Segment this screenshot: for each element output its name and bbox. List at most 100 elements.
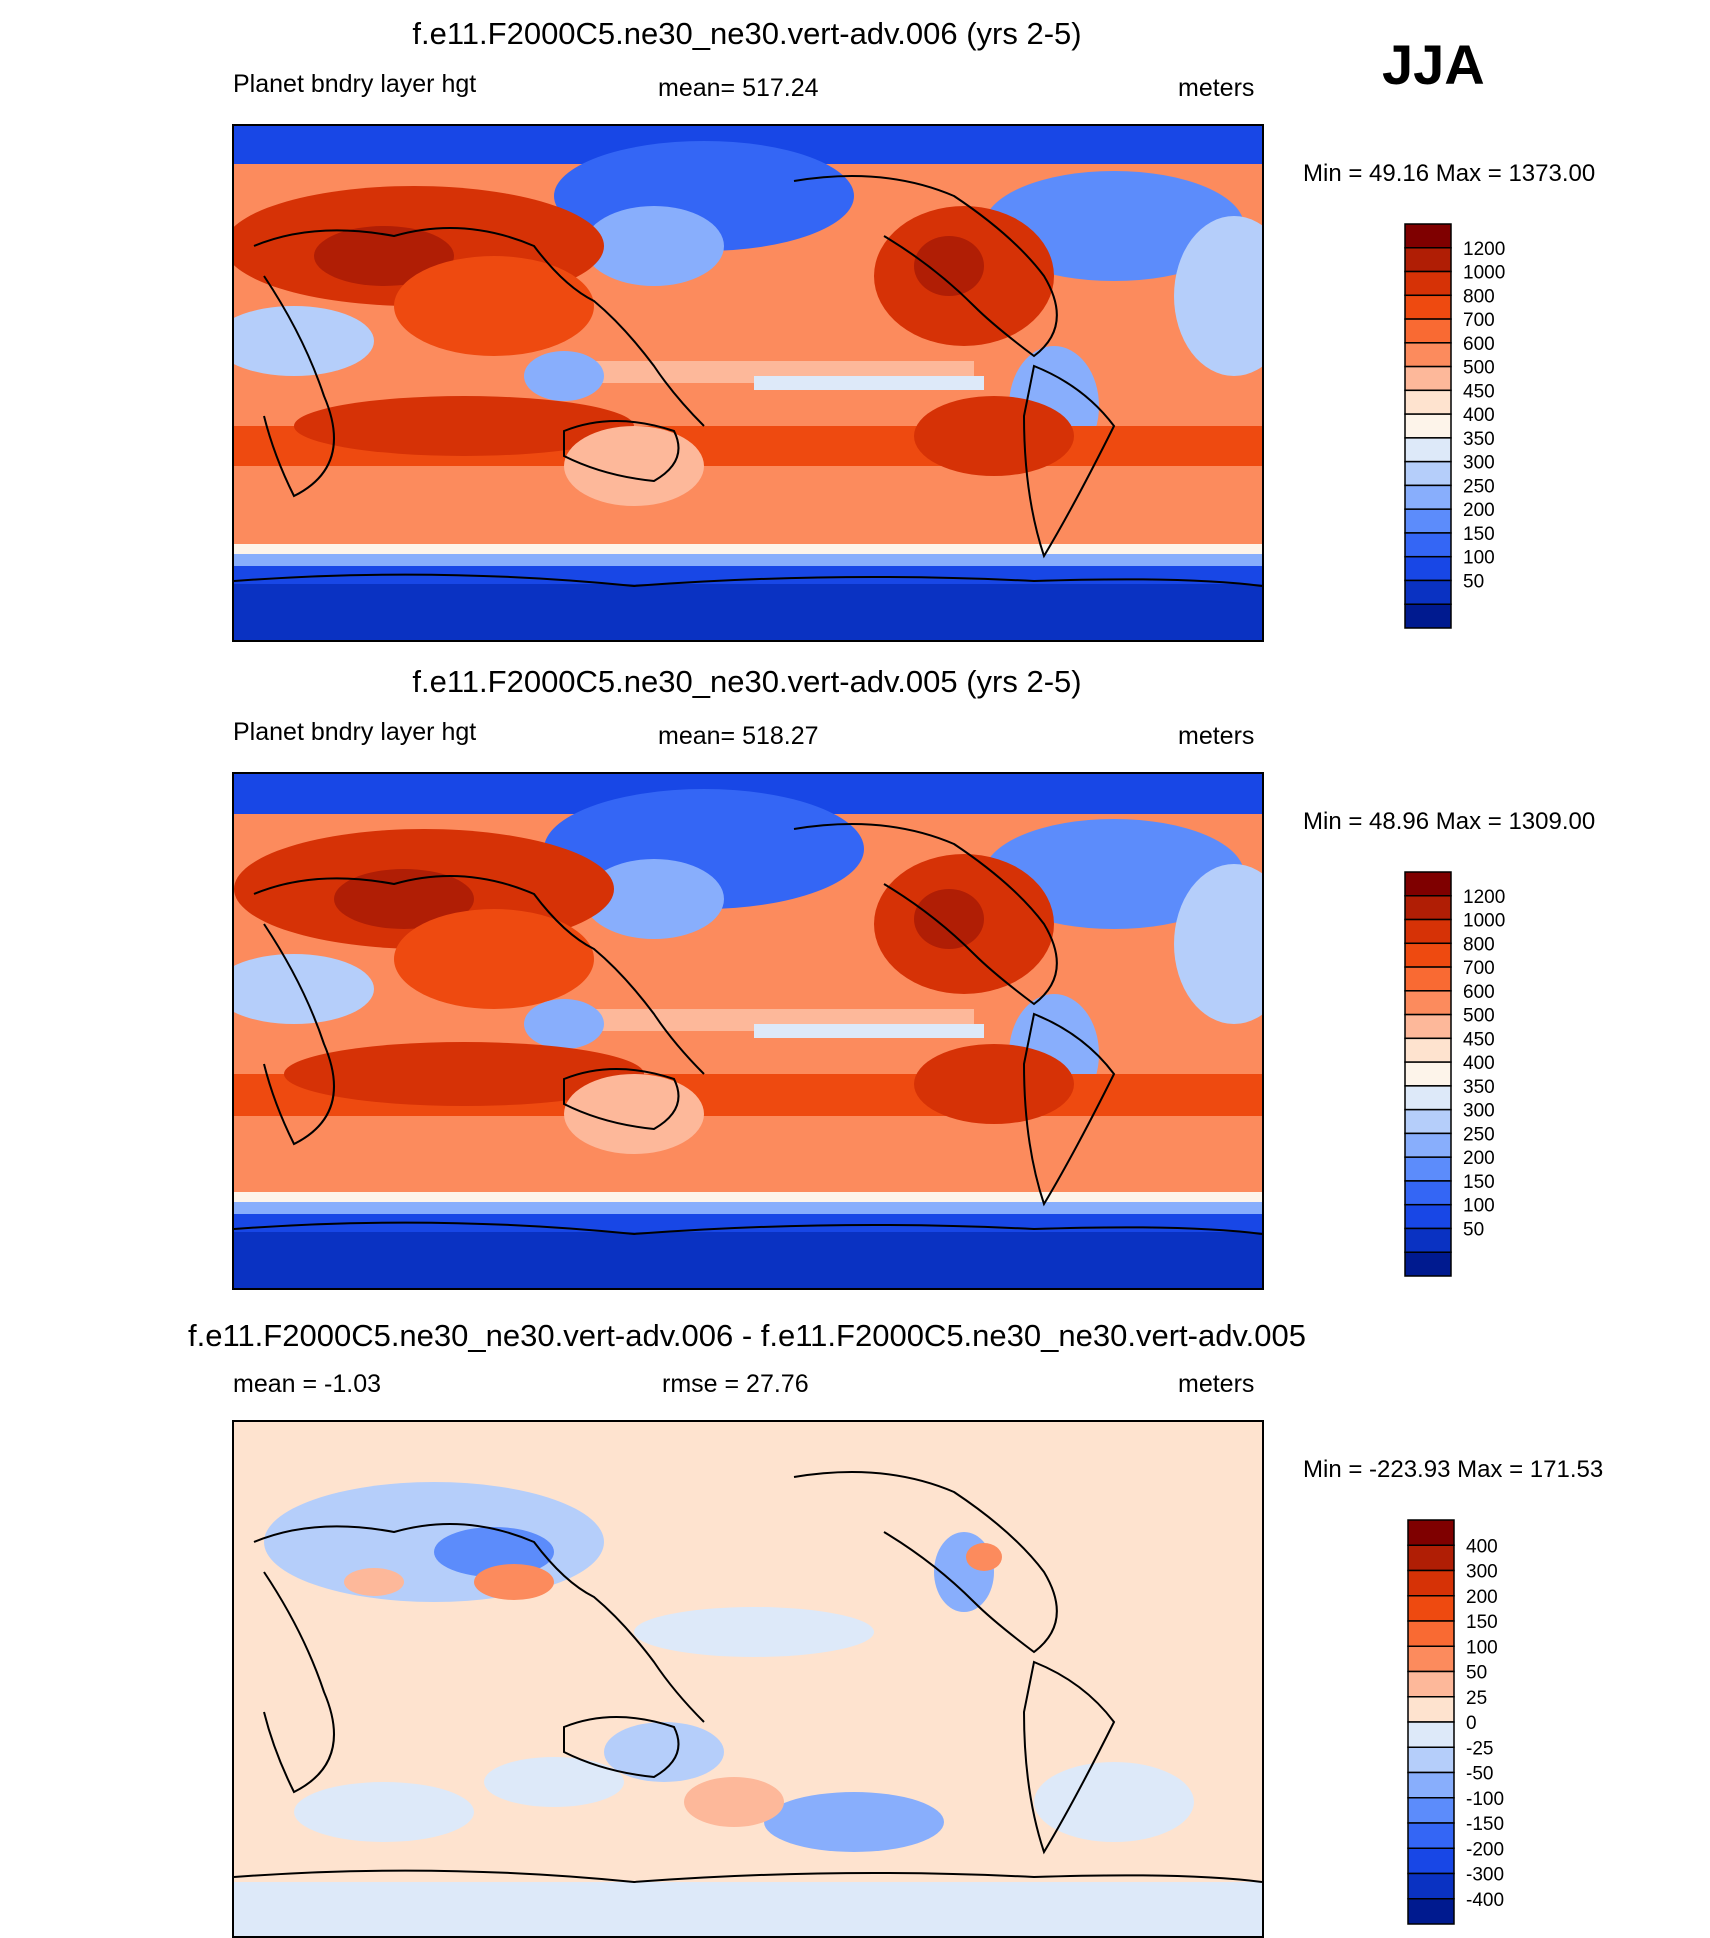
- colorbar-swatch: [1407, 1721, 1455, 1748]
- colorbar-tick-label: 300: [1463, 1101, 1495, 1122]
- colorbar-swatch: [1404, 365, 1452, 392]
- colorbar-tick-label: 700: [1463, 958, 1495, 979]
- colorbar-swatch: [1407, 1822, 1455, 1849]
- colorbar-swatch: [1404, 247, 1452, 273]
- colorbar-swatch: [1407, 1746, 1455, 1774]
- panel2-minmax: Min = 48.96 Max = 1309.00: [1303, 808, 1596, 835]
- colorbar-tick-label: 1000: [1463, 911, 1505, 932]
- colorbar-tick-label: -100: [1466, 1789, 1504, 1810]
- colorbar-tick-label: 1200: [1463, 239, 1505, 260]
- colorbar-tick-label: 150: [1463, 1172, 1495, 1193]
- colorbar-swatch: [1404, 508, 1452, 534]
- colorbar-tick-label: -25: [1466, 1738, 1493, 1759]
- colorbar-tick-label: 350: [1463, 429, 1495, 450]
- colorbar-tick-label: 150: [1463, 524, 1495, 545]
- colorbar-tick-label: 250: [1463, 476, 1495, 497]
- colorbar-swatch: [1404, 484, 1452, 510]
- colorbar-tick-label: 300: [1466, 1562, 1498, 1583]
- panel1-mean-label: mean= 517.24: [658, 74, 819, 102]
- colorbar-tick-label: 800: [1463, 934, 1495, 955]
- panel1-map-field: [234, 126, 1262, 640]
- colorbar-swatch: [1404, 1013, 1452, 1040]
- colorbar-swatch: [1404, 413, 1452, 439]
- colorbar-swatch: [1407, 1872, 1455, 1900]
- panel2-map-field: [234, 774, 1262, 1288]
- colorbar-swatch: [1404, 966, 1452, 992]
- colorbar-tick-label: 1200: [1463, 887, 1505, 908]
- panel2-units-label: meters: [1178, 722, 1255, 750]
- colorbar-swatch: [1404, 1132, 1452, 1158]
- colorbar-swatch: [1407, 1797, 1455, 1824]
- colorbar-swatch: [1404, 1251, 1452, 1277]
- panel2-colorbar-svg: 1200100080070060050045040035030025020015…: [1404, 871, 1505, 1277]
- panel2-variable-label: Planet bndry layer hgt: [233, 718, 477, 746]
- colorbar-tick-label: 450: [1463, 381, 1495, 402]
- colorbar-tick-label: 200: [1463, 1148, 1495, 1169]
- colorbar-tick-label: -150: [1466, 1814, 1504, 1835]
- colorbar-tick-label: -300: [1466, 1865, 1504, 1886]
- colorbar-tick-label: 50: [1466, 1663, 1487, 1684]
- colorbar-swatch: [1404, 437, 1452, 463]
- colorbar-swatch: [1407, 1696, 1455, 1723]
- colorbar-tick-label: 400: [1463, 1053, 1495, 1074]
- colorbar-swatch: [1404, 895, 1452, 921]
- colorbar-tick-label: 250: [1463, 1124, 1495, 1145]
- colorbar-swatch: [1404, 579, 1452, 605]
- colorbar-swatch: [1404, 1156, 1452, 1182]
- colorbar-tick-label: 100: [1463, 1196, 1495, 1217]
- panel3-colorbar-svg: 400 300 200 150 100 50 25 0 -25 -50 -100 -150 -200 -3…: [1407, 1519, 1504, 1925]
- colorbar-tick-label: 150: [1466, 1612, 1498, 1633]
- colorbar-swatch: [1404, 942, 1452, 968]
- panel3-map-field: [234, 1422, 1262, 1936]
- colorbar-tick-label: 400: [1463, 405, 1495, 426]
- colorbar-swatch: [1407, 1898, 1455, 1925]
- colorbar-swatch: [1407, 1771, 1455, 1799]
- colorbar-tick-label: 500: [1463, 1006, 1495, 1027]
- colorbar-tick-label: 450: [1463, 1029, 1495, 1050]
- season-label: JJA: [1382, 33, 1485, 96]
- panel2-colorbar: 1200 1000 800 700 600 500 450 400 350 300 250 200 15…: [1404, 871, 1555, 1280]
- panel1-units-label: meters: [1178, 74, 1255, 102]
- colorbar-swatch: [1404, 1108, 1452, 1135]
- colorbar-swatch: [1404, 1085, 1452, 1111]
- colorbar-swatch: [1407, 1544, 1455, 1572]
- colorbar-swatch: [1407, 1595, 1455, 1622]
- colorbar-swatch: [1404, 389, 1452, 415]
- colorbar-tick-label: 600: [1463, 982, 1495, 1003]
- colorbar-tick-label: 1000: [1463, 263, 1505, 284]
- colorbar-swatch: [1404, 918, 1452, 945]
- colorbar-swatch: [1404, 1227, 1452, 1253]
- colorbar-tick-label: 700: [1463, 310, 1495, 331]
- colorbar-tick-label: -400: [1466, 1890, 1504, 1911]
- colorbar-swatch: [1407, 1670, 1455, 1698]
- colorbar-swatch: [1404, 1203, 1452, 1230]
- colorbar-tick-label: -50: [1466, 1764, 1493, 1785]
- colorbar-tick-label: -200: [1466, 1839, 1504, 1860]
- colorbar-swatch: [1407, 1645, 1455, 1673]
- panel1-colorbar: 1200 1000 800 700 600 500 450 400 350 300 250 200 15…: [1404, 223, 1555, 632]
- colorbar-tick-label: 50: [1463, 1219, 1484, 1240]
- panel3-minmax: Min = -223.93 Max = 171.53: [1303, 1456, 1604, 1483]
- colorbar-swatch: [1404, 223, 1452, 249]
- panel3-colorbar: 400 300 200 150 100 50 25 0 -25 -50 -100 -150 -200 -3…: [1407, 1519, 1558, 1928]
- colorbar-tick-label: 200: [1466, 1587, 1498, 1608]
- panel1-variable-label: Planet bndry layer hgt: [233, 70, 477, 98]
- panel3-title: f.e11.F2000C5.ne30_ne30.vert-adv.006 - f…: [188, 1318, 1306, 1353]
- colorbar-swatch: [1404, 1037, 1452, 1063]
- colorbar-tick-label: 200: [1463, 500, 1495, 521]
- colorbar-tick-label: 0: [1466, 1713, 1477, 1734]
- colorbar-tick-label: 300: [1463, 453, 1495, 474]
- colorbar-tick-label: 600: [1463, 334, 1495, 355]
- colorbar-tick-label: 800: [1463, 286, 1495, 307]
- colorbar-swatch: [1407, 1519, 1455, 1546]
- colorbar-swatch: [1404, 460, 1452, 487]
- colorbar-swatch: [1404, 270, 1452, 297]
- panel1-minmax: Min = 49.16 Max = 1373.00: [1303, 160, 1596, 187]
- colorbar-tick-label: 400: [1466, 1536, 1498, 1557]
- panel2-mean-label: mean= 518.27: [658, 722, 819, 750]
- colorbar-tick-label: 100: [1466, 1637, 1498, 1658]
- colorbar-swatch: [1407, 1569, 1455, 1597]
- panel3-rmse-label: rmse = 27.76: [662, 1370, 809, 1398]
- colorbar-swatch: [1404, 871, 1452, 897]
- colorbar-swatch: [1404, 603, 1452, 629]
